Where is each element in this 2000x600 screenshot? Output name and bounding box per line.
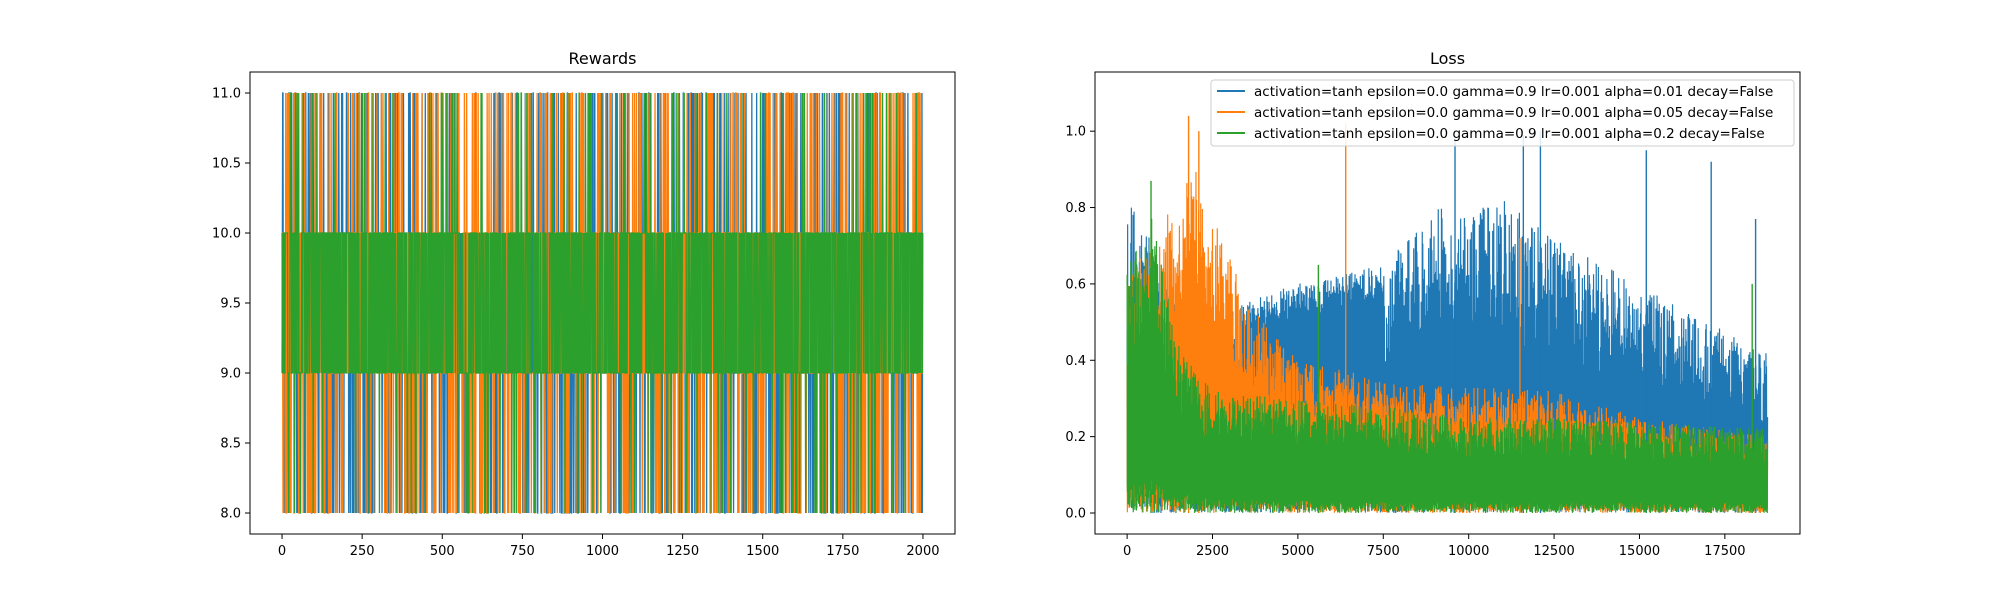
legend-box (1210, 79, 1795, 147)
rewards-ytick-label: 10.0 (212, 227, 241, 242)
rewards-ytick-label: 10.5 (212, 157, 241, 172)
loss-xtick-label: 7500 (1367, 544, 1400, 559)
rewards-xtick-label: 250 (350, 544, 375, 559)
rewards-ytick-label: 9.5 (220, 297, 241, 312)
rewards-ytick-label: 9.0 (220, 367, 241, 382)
loss-xtick-label: 5000 (1281, 544, 1314, 559)
loss-xtick-label: 2500 (1196, 544, 1229, 559)
loss-ytick-label: 0.8 (1065, 201, 1086, 216)
rewards-series-3-line (281, 92, 924, 514)
rewards-xtick-label: 750 (510, 544, 535, 559)
loss-xtick-label: 15000 (1619, 544, 1660, 559)
legend-label-series-3: activation=tanh epsilon=0.0 gamma=0.9 lr… (1254, 126, 1765, 142)
loss-axes-frame (1094, 71, 1801, 535)
loss-ytick-label: 0.4 (1065, 354, 1086, 369)
rewards-xtick-label: 1000 (586, 544, 619, 559)
legend-label-series-2: activation=tanh epsilon=0.0 gamma=0.9 lr… (1254, 105, 1773, 121)
rewards-xtick-label: 500 (430, 544, 455, 559)
loss-ytick-label: 0.2 (1065, 430, 1086, 445)
loss-ytick-label: 0.0 (1065, 507, 1086, 522)
loss-xtick-label: 0 (1123, 544, 1131, 559)
loss-xtick-label: 12500 (1533, 544, 1574, 559)
loss-series-group (1126, 115, 1769, 513)
loss-ytick-label: 0.6 (1065, 277, 1086, 292)
rewards-xtick-label: 1750 (826, 544, 859, 559)
legend-label-series-1: activation=tanh epsilon=0.0 gamma=0.9 lr… (1254, 84, 1773, 100)
loss-series-3-line (1126, 218, 1769, 513)
rewards-axes-frame (249, 71, 956, 535)
loss-xtick-label: 10000 (1448, 544, 1489, 559)
rewards-ticks-group: 0 250 500 750 1000 1250 1500 1750 2000 8.0 8.5 9.0 9… (212, 87, 939, 560)
rewards-panel: Rewards 0 250 500 750 1000 1250 1500 1750 2000 8.… (212, 49, 956, 560)
rewards-xtick-label: 0 (278, 544, 286, 559)
loss-panel: Loss 0 2500 5000 7500 10000 12500 15000 17500 0.… (1065, 49, 1801, 559)
rewards-ytick-label: 8.0 (220, 507, 241, 522)
loss-ytick-label: 1.0 (1065, 125, 1086, 140)
rewards-ytick-label: 11.0 (212, 87, 241, 102)
rewards-ytick-label: 8.5 (220, 437, 241, 452)
loss-xtick-label: 17500 (1704, 544, 1745, 559)
loss-title: Loss (1430, 49, 1465, 68)
rewards-xtick-label: 1250 (666, 544, 699, 559)
rewards-title: Rewards (569, 49, 637, 68)
loss-legend: activation=tanh epsilon=0.0 gamma=0.9 lr… (1210, 79, 1795, 147)
rewards-series-group (281, 92, 924, 514)
rewards-xtick-label: 1500 (746, 544, 779, 559)
rewards-xtick-label: 2000 (906, 544, 939, 559)
loss-ticks-group: 0 2500 5000 7500 10000 12500 15000 17500 0.0 0.2 0… (1065, 125, 1745, 559)
